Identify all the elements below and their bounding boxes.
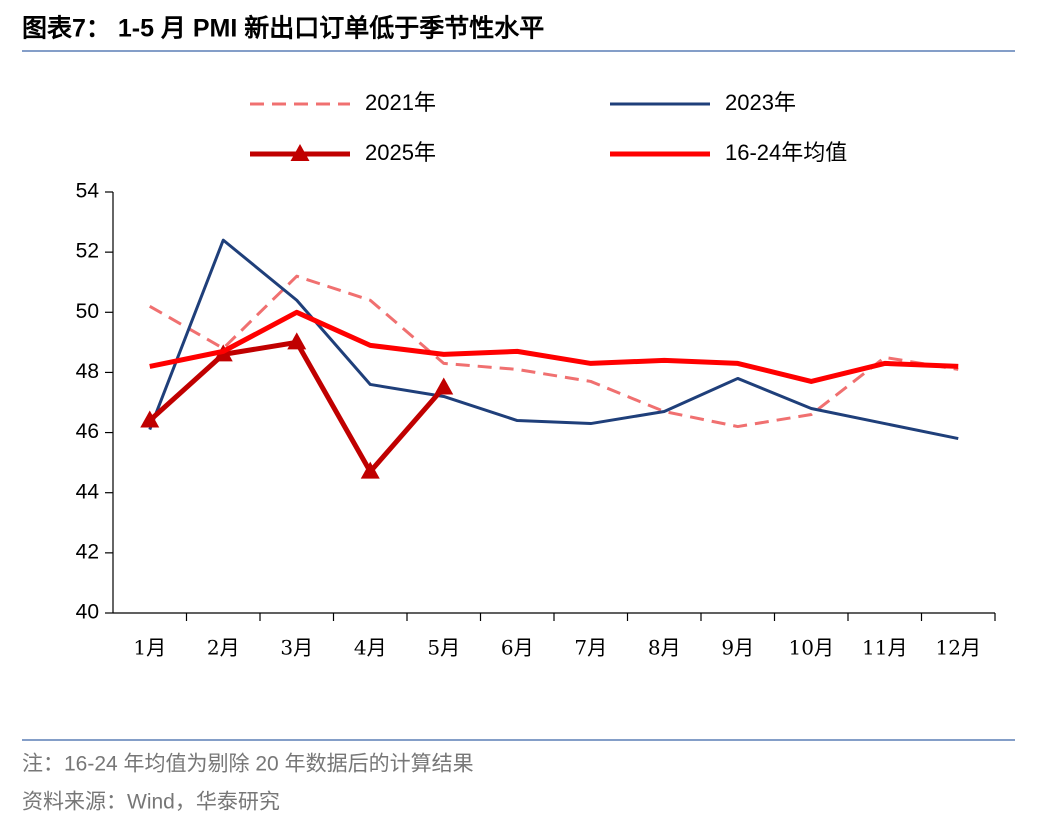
legend-label: 2021年	[365, 90, 436, 115]
y-tick-label: 52	[76, 240, 99, 263]
footnote: 注：16-24 年均值为剔除 20 年数据后的计算结果	[22, 753, 474, 776]
y-tick-label: 40	[76, 601, 99, 624]
legend-marker	[290, 144, 310, 161]
series-line	[148, 238, 959, 441]
x-tick-label: 7月	[574, 636, 607, 660]
point-marker	[140, 410, 160, 428]
y-tick-label: 48	[76, 360, 99, 383]
point-marker	[434, 377, 454, 395]
x-tick-label: 5月	[427, 636, 460, 660]
x-tick-label: 6月	[501, 636, 534, 660]
point-marker	[287, 332, 307, 350]
y-tick-label: 46	[76, 420, 99, 443]
y-tick-label: 42	[76, 540, 99, 563]
x-tick-label: 8月	[648, 636, 681, 660]
x-tick-label: 11月	[862, 636, 907, 660]
y-tick-label: 54	[76, 180, 100, 203]
x-tick-label: 10月	[789, 636, 834, 660]
x-tick-label: 9月	[721, 636, 754, 660]
series-line	[149, 309, 959, 384]
x-tick-label: 12月	[936, 636, 981, 660]
x-tick-label: 1月	[133, 636, 166, 660]
series-line	[148, 339, 446, 475]
y-tick-label: 44	[76, 480, 100, 503]
point-marker	[360, 461, 380, 479]
series-line	[149, 274, 959, 429]
legend-label: 2025年	[365, 140, 436, 165]
x-tick-label: 3月	[280, 636, 313, 660]
y-tick-label: 50	[76, 300, 99, 323]
x-tick-label: 2月	[207, 636, 240, 660]
legend-label: 2023年	[725, 90, 796, 115]
x-tick-label: 4月	[354, 636, 387, 660]
source: 资料来源：Wind，华泰研究	[22, 791, 280, 814]
chart-title: 图表7： 1-5 月 PMI 新出口订单低于季节性水平	[22, 14, 544, 43]
legend-label: 16-24年均值	[725, 140, 847, 165]
